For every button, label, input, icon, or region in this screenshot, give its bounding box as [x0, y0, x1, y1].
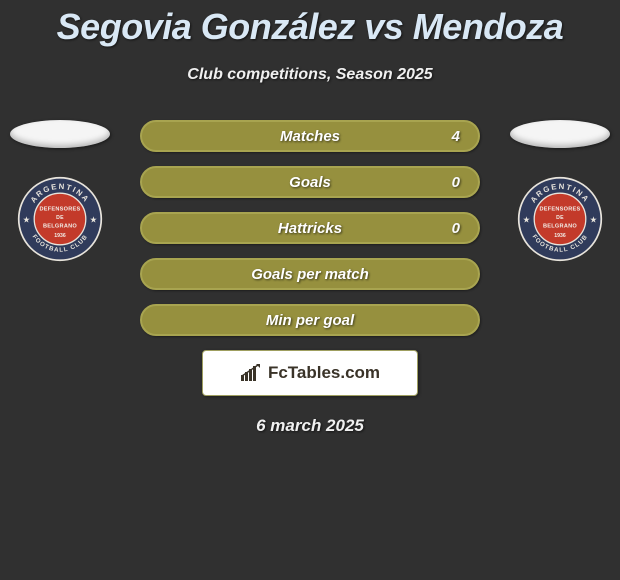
svg-text:1936: 1936	[554, 233, 566, 239]
svg-text:DE: DE	[56, 215, 64, 221]
stat-row-goals: Goals 0	[140, 166, 480, 198]
svg-text:★: ★	[523, 214, 531, 224]
right-club-crest: ARGENTINAFOOTBALL CLUB★★DEFENSORESDEBELG…	[517, 176, 603, 262]
date-text: 6 march 2025	[0, 416, 620, 436]
page-title: Segovia González vs Mendoza	[0, 0, 620, 48]
subtitle: Club competitions, Season 2025	[0, 66, 620, 84]
svg-text:DEFENSORES: DEFENSORES	[39, 206, 80, 212]
svg-text:BELGRANO: BELGRANO	[43, 224, 77, 230]
stats-rows: Matches 4 Goals 0 Hattricks 0 Goals per …	[140, 120, 480, 336]
stat-row-matches: Matches 4	[140, 120, 480, 152]
stat-label: Goals	[289, 174, 331, 191]
left-player-column: ARGENTINAFOOTBALL CLUB★★DEFENSORESDEBELG…	[0, 120, 120, 262]
stat-label: Min per goal	[266, 312, 354, 329]
svg-text:DE: DE	[556, 215, 564, 221]
svg-text:DEFENSORES: DEFENSORES	[539, 206, 580, 212]
right-player-column: ARGENTINAFOOTBALL CLUB★★DEFENSORESDEBELG…	[500, 120, 620, 262]
stat-row-min-per-goal: Min per goal	[140, 304, 480, 336]
comparison-panel: ARGENTINAFOOTBALL CLUB★★DEFENSORESDEBELG…	[0, 120, 620, 436]
right-player-avatar-placeholder	[510, 120, 610, 148]
stat-label: Goals per match	[251, 266, 369, 283]
svg-text:BELGRANO: BELGRANO	[543, 224, 577, 230]
svg-text:1936: 1936	[54, 233, 66, 239]
brand-watermark: FcTables.com	[202, 350, 418, 396]
stat-label: Matches	[280, 128, 340, 145]
svg-text:★: ★	[23, 214, 31, 224]
svg-text:★: ★	[590, 214, 598, 224]
stat-value-right: 0	[452, 220, 460, 237]
left-player-avatar-placeholder	[10, 120, 110, 148]
brand-text: FcTables.com	[268, 363, 380, 383]
stat-row-goals-per-match: Goals per match	[140, 258, 480, 290]
stat-value-right: 4	[452, 128, 460, 145]
chart-icon	[240, 363, 262, 383]
stat-label: Hattricks	[278, 220, 342, 237]
svg-text:★: ★	[90, 214, 98, 224]
stat-row-hattricks: Hattricks 0	[140, 212, 480, 244]
stat-value-right: 0	[452, 174, 460, 191]
left-club-crest: ARGENTINAFOOTBALL CLUB★★DEFENSORESDEBELG…	[17, 176, 103, 262]
